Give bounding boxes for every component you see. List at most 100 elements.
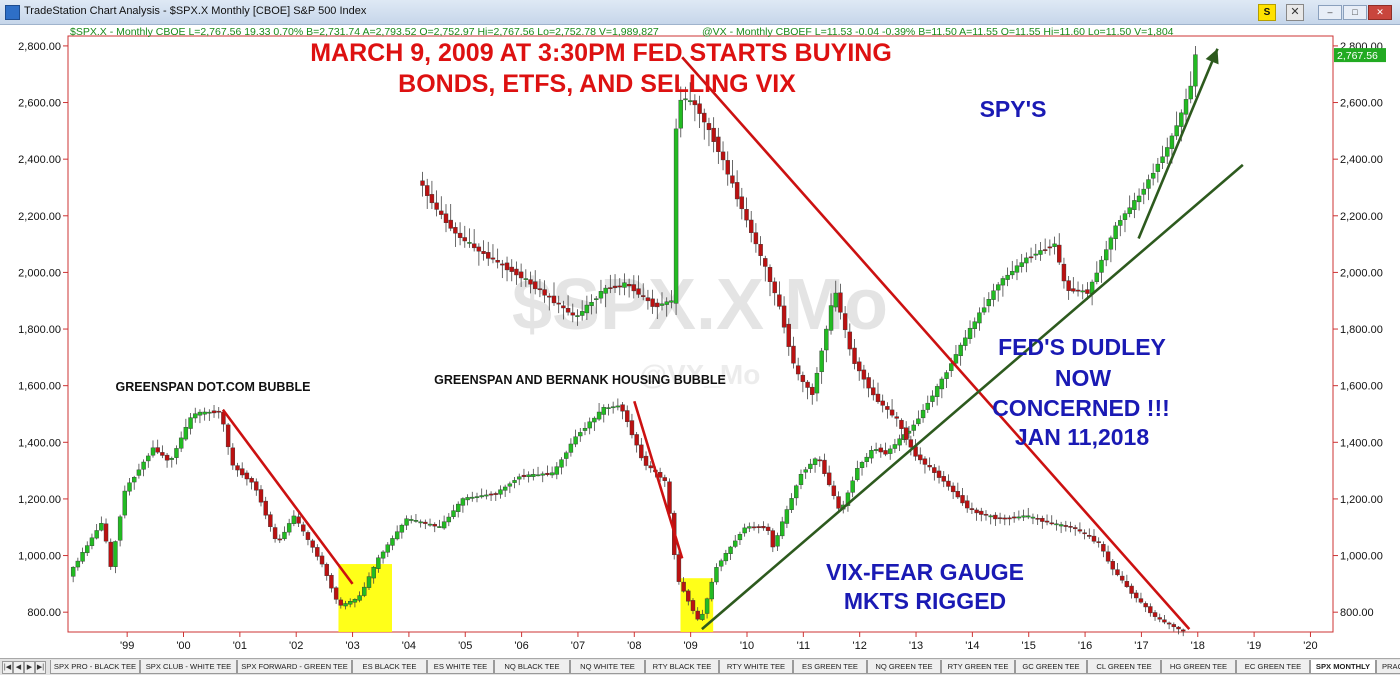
- tab-last-icon[interactable]: ▶|: [35, 661, 46, 674]
- tab-ec-green-tee[interactable]: EC GREEN TEE: [1236, 660, 1310, 674]
- trendline-vix-decline[interactable]: [681, 56, 1191, 631]
- candle-body: [132, 477, 137, 483]
- candle-body: [352, 599, 358, 603]
- tab-spx-monthly[interactable]: SPX MONTHLY: [1310, 660, 1376, 674]
- candle-body: [889, 409, 895, 416]
- y-tick-label-left: 2,200.00: [18, 211, 61, 223]
- candle-body: [850, 480, 855, 493]
- trendline-recent-uptrend[interactable]: [1137, 48, 1219, 239]
- candle-body: [338, 599, 344, 606]
- candle-body: [687, 100, 693, 102]
- tab-rty-black-tee[interactable]: RTY BLACK TEE: [645, 660, 719, 674]
- candle-body: [570, 312, 575, 316]
- tab-next-icon[interactable]: ▶: [24, 661, 35, 674]
- candle-body: [939, 378, 945, 390]
- symbol-button[interactable]: S: [1258, 4, 1276, 21]
- close-symbol-button[interactable]: ✕: [1286, 4, 1304, 21]
- candle-body: [711, 127, 716, 142]
- tab-spx-club-white-tee[interactable]: SPX CLUB - WHITE TEE: [140, 660, 237, 674]
- headline-line-2: BONDS, ETFS, AND SELLING VIX: [398, 70, 796, 98]
- candle-body: [1150, 172, 1156, 179]
- candle-body: [946, 480, 951, 487]
- tab-rty-green-tee[interactable]: RTY GREEN TEE: [941, 660, 1015, 674]
- candle-body: [972, 321, 977, 330]
- candle-body: [423, 521, 428, 524]
- candle-body: [542, 289, 547, 296]
- tab-hg-green-tee[interactable]: HG GREEN TEE: [1161, 660, 1236, 674]
- tab-es-black-tee[interactable]: ES BLACK TEE: [352, 660, 427, 674]
- candle-body: [916, 418, 921, 425]
- candle-body: [775, 535, 780, 547]
- candle-body: [277, 538, 282, 541]
- candle-body: [1165, 147, 1170, 157]
- tab-es-white-tee[interactable]: ES WHITE TEE: [427, 660, 494, 674]
- candle-body: [751, 526, 757, 529]
- candle-body: [1152, 612, 1158, 617]
- tab-spx-forward-green-tee[interactable]: SPX FORWARD - GREEN TEE: [237, 660, 352, 674]
- candle-body: [847, 331, 853, 350]
- maximize-button[interactable]: □: [1343, 5, 1367, 20]
- candle-body: [439, 210, 444, 215]
- candle-body: [753, 232, 759, 245]
- candle-body: [75, 560, 81, 568]
- tab-gc-green-tee[interactable]: GC GREEN TEE: [1015, 660, 1087, 674]
- trendline-housing-decline[interactable]: [633, 400, 684, 559]
- tab-nq-white-tee[interactable]: NQ WHITE TEE: [570, 660, 645, 674]
- tab-es-green-tee[interactable]: ES GREEN TEE: [793, 660, 867, 674]
- candle-body: [481, 251, 486, 254]
- candle-body: [476, 246, 482, 252]
- candle-body: [686, 590, 691, 602]
- candle-body: [986, 299, 992, 307]
- trendline-long-uptrend[interactable]: [701, 163, 1244, 631]
- minimize-button[interactable]: –: [1318, 5, 1342, 20]
- candle-body: [1007, 517, 1012, 520]
- candle-body: [587, 421, 592, 429]
- candle-body: [457, 232, 463, 238]
- candle-body: [1085, 289, 1090, 294]
- candle-body: [537, 288, 543, 291]
- candle-body: [1188, 85, 1193, 100]
- candle-body: [626, 284, 632, 287]
- candle-body: [286, 523, 292, 533]
- trendline-dotcom-decline[interactable]: [221, 408, 354, 585]
- tab-spx-pro-black-tee[interactable]: SPX PRO - BLACK TEE: [50, 660, 140, 674]
- x-tick-label: '99: [120, 640, 134, 652]
- candle-body: [471, 243, 477, 249]
- tab-nq-black-tee[interactable]: NQ BLACK TEE: [494, 660, 570, 674]
- candle-body: [758, 244, 763, 256]
- candle-body: [606, 407, 611, 409]
- tab-rty-white-tee[interactable]: RTY WHITE TEE: [719, 660, 793, 674]
- candle-body: [944, 372, 949, 379]
- chart-area[interactable]: $SPX.X Mo @VX_Mo 2,800.00 2,800.00 2,600.00 2…: [0, 24, 1400, 658]
- candle-body: [1047, 246, 1053, 249]
- x-tick-label: '16: [1078, 640, 1092, 652]
- candle-body: [432, 524, 437, 527]
- candle-body: [709, 581, 714, 600]
- tab-prev-icon[interactable]: ◀: [13, 661, 24, 674]
- tab-nq-green-tee[interactable]: NQ GREEN TEE: [867, 660, 941, 674]
- x-tick-label: '20: [1303, 640, 1317, 652]
- candle-body: [808, 463, 813, 469]
- candle-body: [589, 301, 594, 306]
- candle-body: [136, 469, 142, 476]
- candle-body: [488, 493, 494, 496]
- candle-body: [636, 288, 641, 295]
- close-button[interactable]: ✕: [1368, 5, 1392, 20]
- candle-body: [822, 459, 827, 474]
- candle-body: [94, 530, 99, 539]
- tab-practice-two[interactable]: PRACTICE TWO: [1376, 660, 1400, 674]
- candle-body: [240, 468, 245, 476]
- candle-body: [113, 541, 118, 567]
- candle-body: [437, 526, 442, 528]
- tab-first-icon[interactable]: |◀: [2, 661, 13, 674]
- candle-body: [1091, 535, 1097, 542]
- y-tick-label-right: 1,200.00: [1340, 494, 1383, 506]
- candle-body: [629, 420, 635, 436]
- chart-svg[interactable]: $SPX.X Mo@VX_Mo2,800.00 2,800.002,600.00 2…: [0, 24, 1400, 658]
- candle-body: [559, 459, 564, 468]
- candle-body: [1162, 619, 1167, 623]
- candle-body: [925, 402, 930, 410]
- candle-body: [737, 534, 743, 541]
- candle-body: [1146, 179, 1151, 189]
- tab-cl-green-tee[interactable]: CL GREEN TEE: [1087, 660, 1161, 674]
